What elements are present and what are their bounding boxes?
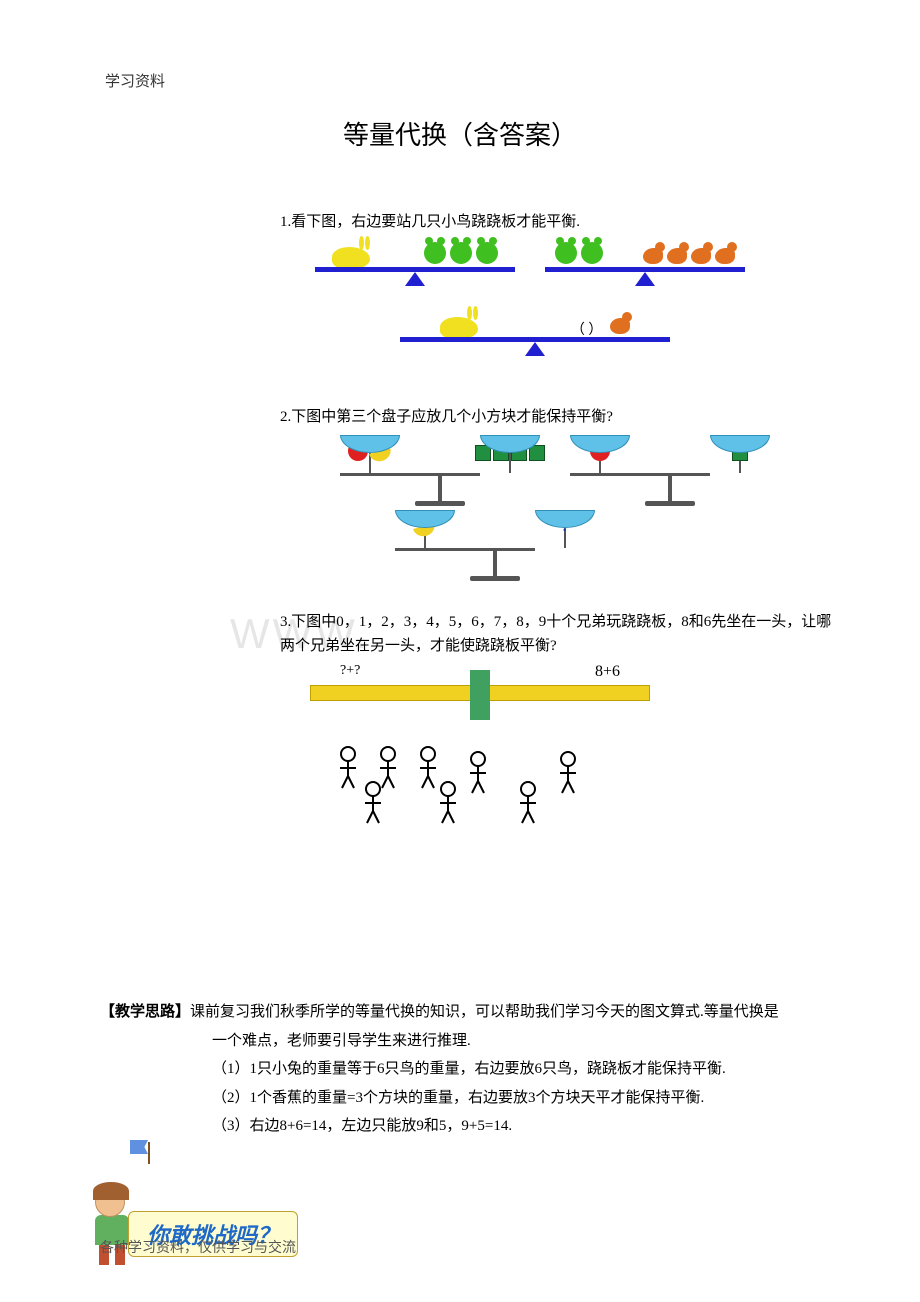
frog-icon (450, 242, 472, 264)
rabbit-icon (332, 247, 370, 269)
scale-plate (395, 510, 455, 528)
problem-1-illustration-row1 (315, 240, 745, 272)
answer-2: （2）1个香蕉的重量=3个方块的重量，右边要放3个方块天平才能保持平衡. (100, 1084, 840, 1113)
p3-right-label: 8+6 (595, 663, 620, 681)
problem-1-text: 1.看下图，右边要站几只小鸟跷跷板才能平衡. (280, 210, 580, 234)
rabbit-icon (440, 317, 478, 339)
footer-note: 各种学习资料，仅供学习与交流 (100, 1237, 296, 1257)
problem-2-illustration-row2: ? (395, 510, 595, 581)
scale-plate (710, 435, 770, 453)
paren-placeholder: （ ） (571, 323, 603, 338)
teaching-label: 【教学思路】 (100, 1004, 190, 1020)
scale-plate (535, 510, 595, 528)
seesaw-beam (315, 267, 515, 272)
problem-2-text: 2.下图中第三个盘子应放几个小方块才能保持平衡? (280, 405, 613, 429)
problem-1-illustration-row2: （ ） (400, 315, 670, 342)
seesaw-pivot (470, 670, 490, 720)
teaching-intro-line2: 一个难点，老师要引导学生来进行推理. (100, 1027, 840, 1056)
page-title: 等量代换（含答案） (0, 115, 920, 152)
flag-icon (130, 1140, 148, 1154)
bird-icon (610, 318, 630, 334)
frog-icon (581, 242, 603, 264)
problem-3-text: 3.下图中0，1，2，3，4，5，6，7，8，9十个兄弟玩跷跷板，8和6先坐在一… (280, 610, 840, 658)
seesaw-beam (545, 267, 745, 272)
bird-icon (691, 248, 711, 264)
bird-icon (643, 248, 663, 264)
teaching-intro-line1: 课前复习我们秋季所学的等量代换的知识，可以帮助我们学习今天的图文算式.等量代换是 (190, 1004, 779, 1020)
answer-1: （1）1只小兔的重量等于6只鸟的重量，右边要放6只鸟，跷跷板才能保持平衡. (100, 1055, 840, 1084)
p3-left-label: ?+? (340, 663, 360, 679)
problem-3-illustration: ?+? 8+6 (310, 660, 650, 837)
scale-plate (570, 435, 630, 453)
bird-icon (667, 248, 687, 264)
answer-3: （3）右边8+6=14，左边只能放9和5，9+5=14. (100, 1112, 840, 1141)
frog-icon (476, 242, 498, 264)
teaching-notes: 【教学思路】课前复习我们秋季所学的等量代换的知识，可以帮助我们学习今天的图文算式… (100, 998, 840, 1141)
seesaw-beam (400, 337, 670, 342)
number-kids-icons (310, 736, 650, 837)
bird-icon (715, 248, 735, 264)
frog-icon (424, 242, 446, 264)
seesaw-beam (310, 685, 650, 701)
header-note: 学习资料 (105, 70, 165, 91)
frog-icon (555, 242, 577, 264)
problem-2-illustration-row1 (340, 435, 770, 506)
